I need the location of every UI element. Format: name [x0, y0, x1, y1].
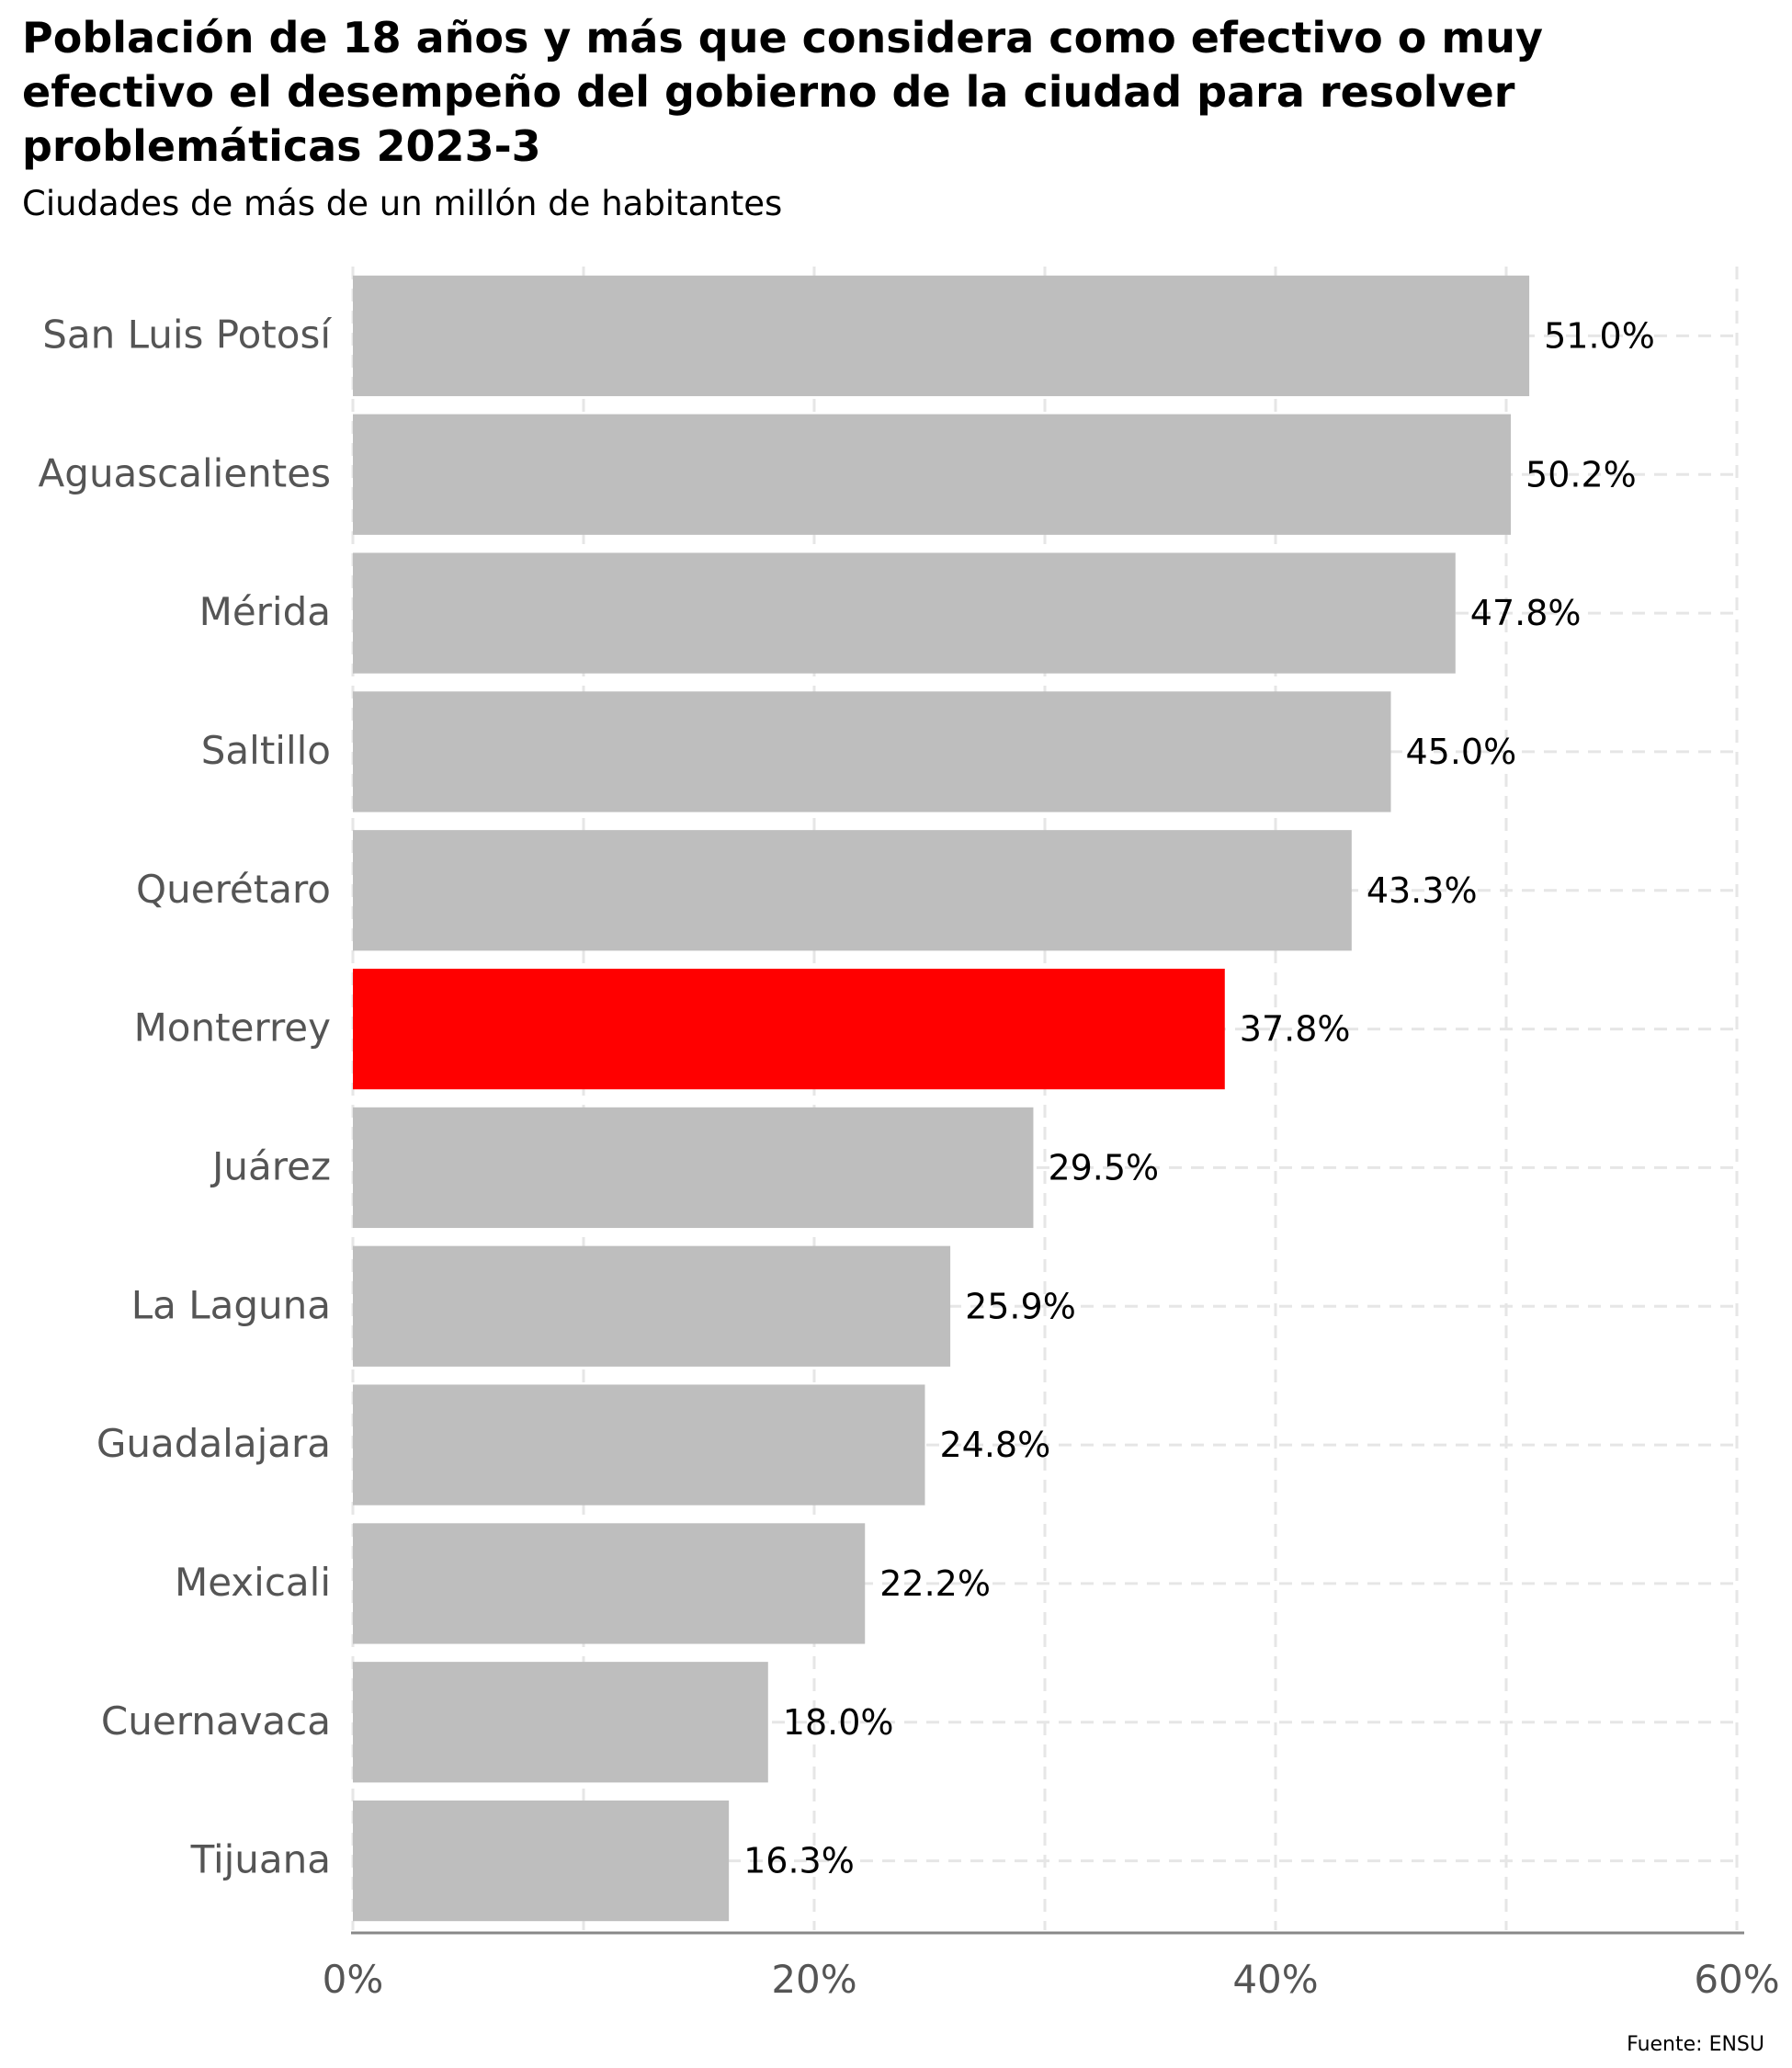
bar: [353, 275, 1530, 397]
x-tick-label: 0%: [323, 1957, 384, 2002]
bar: [353, 1523, 866, 1644]
bar: [353, 1107, 1034, 1229]
category-label: Guadalajara: [96, 1421, 331, 1466]
category-label: Querétaro: [136, 867, 331, 912]
value-label: 50.2%: [1525, 454, 1637, 494]
value-label: 24.8%: [939, 1425, 1050, 1465]
bar: [353, 552, 1456, 674]
category-label: Aguascalientes: [39, 450, 331, 495]
category-label: La Laguna: [131, 1282, 331, 1327]
chart-subtitle: Ciudades de más de un millón de habitant…: [22, 184, 783, 223]
value-label: 16.3%: [743, 1841, 855, 1881]
value-label: 22.2%: [879, 1563, 991, 1604]
category-label: Mexicali: [175, 1560, 331, 1605]
value-label: 29.5%: [1048, 1147, 1159, 1187]
bar: [353, 1245, 951, 1367]
bar: [353, 691, 1391, 812]
bar: [353, 968, 1225, 1090]
chart-title: Población de 18 años y más que considera…: [22, 13, 1544, 171]
value-label: 45.0%: [1406, 732, 1517, 772]
value-label: 47.8%: [1470, 593, 1582, 633]
category-label: Juárez: [210, 1143, 331, 1188]
category-label: Saltillo: [201, 728, 331, 773]
value-label: 25.9%: [965, 1286, 1076, 1326]
value-label: 51.0%: [1544, 315, 1655, 356]
category-label: San Luis Potosí: [42, 312, 332, 357]
bar: [353, 830, 1352, 951]
category-label: Monterrey: [134, 1006, 331, 1051]
category-label: Tijuana: [190, 1837, 331, 1882]
source-caption: Fuente: ENSU: [1627, 2033, 1764, 2056]
bar: [353, 414, 1512, 535]
bar: [353, 1800, 730, 1922]
category-label: Mérida: [199, 589, 331, 634]
x-tick-label: 40%: [1232, 1957, 1318, 2002]
value-label: 18.0%: [783, 1702, 894, 1743]
value-label: 43.3%: [1367, 870, 1478, 911]
x-tick-label: 60%: [1694, 1957, 1779, 2002]
bar: [353, 1662, 768, 1783]
value-label: 37.8%: [1240, 1009, 1351, 1050]
category-label: Cuernavaca: [101, 1699, 331, 1744]
x-tick-label: 20%: [771, 1957, 856, 2002]
bar: [353, 1384, 925, 1506]
